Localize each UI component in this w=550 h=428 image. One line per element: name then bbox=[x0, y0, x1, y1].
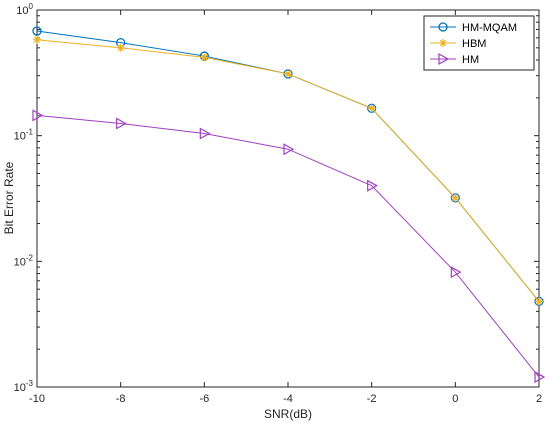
asterisk-stroke bbox=[284, 70, 292, 78]
data-point bbox=[451, 193, 460, 202]
asterisk-stroke bbox=[33, 36, 41, 43]
legend-item: HM bbox=[430, 52, 479, 66]
x-tick-label: -6 bbox=[199, 393, 209, 405]
data-point bbox=[450, 266, 462, 279]
legend-marker bbox=[438, 52, 450, 66]
y-axis-label: Bit Error Rate bbox=[2, 161, 16, 234]
asterisk-stroke bbox=[368, 105, 375, 112]
y-tick-label: 10-3 bbox=[14, 379, 34, 394]
x-tick-label: -2 bbox=[367, 393, 377, 405]
asterisk-stroke bbox=[201, 54, 208, 61]
data-point bbox=[200, 53, 209, 62]
data-point bbox=[116, 117, 127, 130]
legend-label: HBM bbox=[462, 38, 486, 50]
data-point bbox=[32, 109, 44, 122]
data-point bbox=[284, 69, 292, 78]
data-point bbox=[199, 127, 211, 140]
y-tick-label: 100 bbox=[16, 2, 33, 17]
data-point bbox=[367, 104, 376, 113]
y-tick-label: 10-2 bbox=[14, 253, 34, 268]
data-point bbox=[116, 43, 125, 52]
series-hbm bbox=[33, 35, 543, 306]
data-point bbox=[283, 143, 295, 156]
data-point bbox=[534, 371, 546, 384]
x-tick-label: -4 bbox=[283, 393, 293, 405]
legend-marker bbox=[438, 22, 448, 32]
x-axis-label: SNR(dB) bbox=[264, 407, 312, 421]
series-layer bbox=[32, 26, 546, 384]
legend-item: HBM bbox=[430, 38, 486, 50]
legend: HM-MQAM HBM HM bbox=[423, 15, 535, 71]
legend-marker bbox=[439, 39, 447, 47]
data-point bbox=[33, 35, 41, 44]
x-tick-label: 0 bbox=[452, 393, 458, 405]
legend-item: HM-MQAM bbox=[430, 22, 517, 34]
asterisk-stroke bbox=[535, 298, 543, 305]
series-line bbox=[36, 114, 540, 378]
legend-label: HM-MQAM bbox=[462, 22, 517, 34]
x-tick-label: 2 bbox=[536, 393, 542, 405]
asterisk-stroke bbox=[452, 194, 459, 202]
data-point bbox=[535, 297, 543, 306]
x-tick-label: -8 bbox=[116, 393, 126, 405]
asterisk-stroke bbox=[439, 39, 447, 47]
y-tick-label: 10-1 bbox=[14, 128, 34, 143]
legend-label: HM bbox=[462, 54, 479, 66]
series-hm bbox=[32, 109, 546, 384]
axis-ticks: -10 -8 -6 -4 -2 0 2 100 10-1 10-2 10-3 bbox=[14, 2, 542, 405]
data-point bbox=[32, 26, 42, 36]
x-tick-label: -10 bbox=[29, 393, 45, 405]
asterisk-stroke bbox=[117, 44, 124, 52]
data-point bbox=[367, 179, 378, 192]
